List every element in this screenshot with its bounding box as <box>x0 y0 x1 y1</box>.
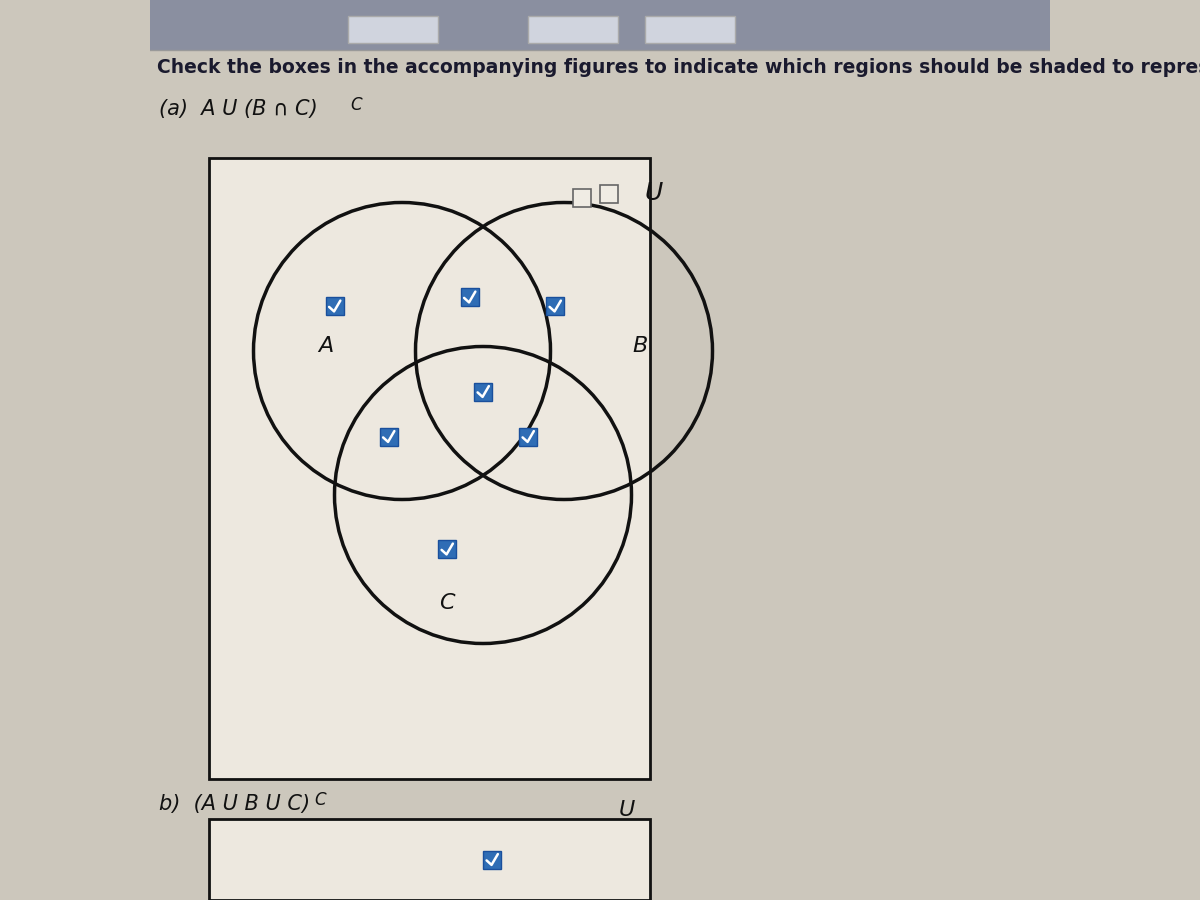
Bar <box>474 382 492 400</box>
Bar <box>379 428 397 446</box>
Bar <box>150 0 1050 50</box>
Text: U: U <box>619 800 635 820</box>
Bar <box>461 288 479 306</box>
Bar <box>209 819 649 900</box>
Bar <box>209 158 649 778</box>
Bar <box>546 297 564 315</box>
Bar <box>528 16 618 43</box>
Text: C: C <box>439 593 455 613</box>
Text: Check the boxes in the accompanying figures to indicate which regions should be : Check the boxes in the accompanying figu… <box>157 58 1200 76</box>
Bar <box>574 189 592 207</box>
Text: B: B <box>632 337 648 356</box>
Bar <box>325 297 343 315</box>
Text: C: C <box>350 96 361 114</box>
Text: b)  (A U B U C): b) (A U B U C) <box>158 794 310 814</box>
Bar <box>348 16 438 43</box>
Bar <box>600 184 618 202</box>
Text: C: C <box>313 791 325 809</box>
Bar <box>482 850 502 868</box>
Text: (a)  A U (B ∩ C): (a) A U (B ∩ C) <box>158 99 318 119</box>
Bar <box>646 16 734 43</box>
Bar <box>520 428 538 446</box>
Text: U: U <box>644 182 664 205</box>
Bar <box>438 540 456 558</box>
Text: A: A <box>318 337 334 356</box>
